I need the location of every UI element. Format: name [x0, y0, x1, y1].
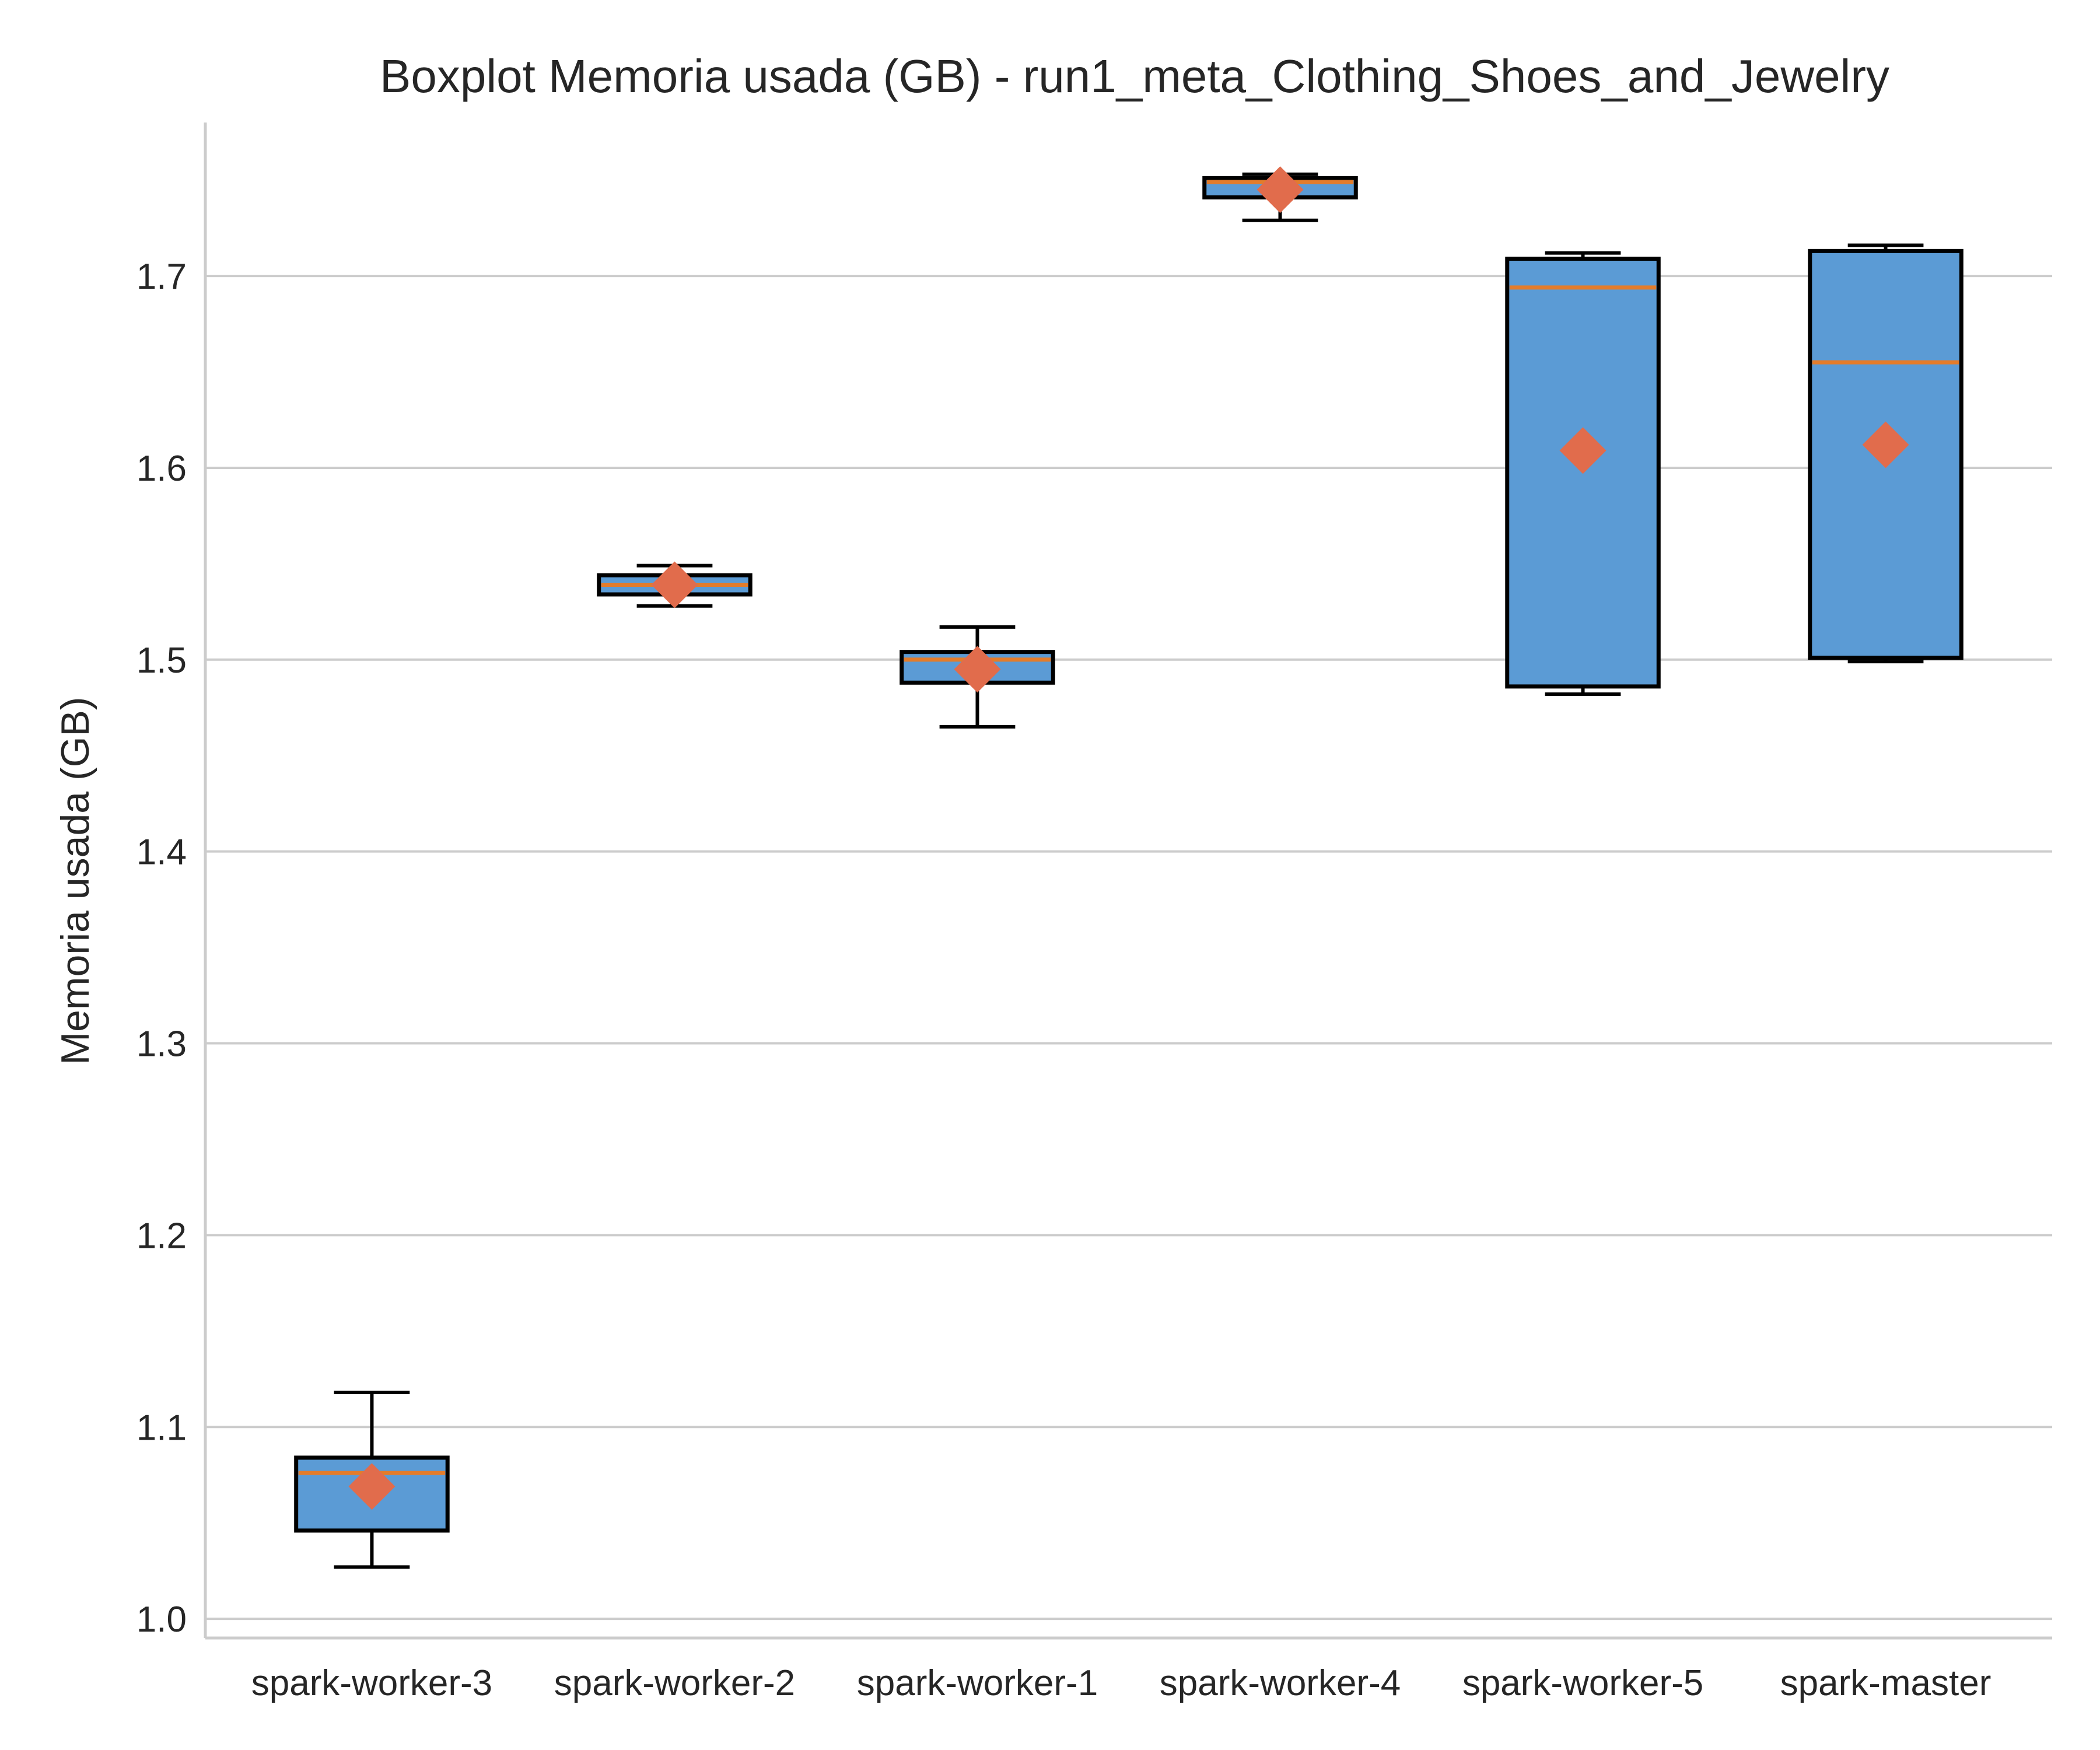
x-tick-label: spark-worker-3 — [251, 1663, 492, 1703]
mean-marker — [954, 646, 1001, 693]
x-tick-label: spark-worker-1 — [857, 1663, 1098, 1703]
box-spark-worker-2 — [597, 561, 752, 608]
mean-marker — [1559, 427, 1606, 474]
y-axis-label: Memoria usada (GB) — [53, 696, 97, 1065]
x-tick-label: spark-worker-2 — [554, 1663, 795, 1703]
mean-marker — [1862, 421, 1909, 468]
box-spark-master — [1808, 243, 1964, 664]
y-tick-label: 1.2 — [136, 1216, 187, 1256]
mean-marker — [348, 1463, 396, 1510]
box-spark-worker-4 — [1202, 166, 1358, 222]
y-tick-labels: 1.0 1.1 1.2 1.3 1.4 1.5 1.6 1.7 — [136, 257, 187, 1640]
grid-lines — [205, 275, 2052, 1620]
box-spark-worker-1 — [900, 625, 1055, 729]
mean-marker — [1256, 166, 1304, 214]
chart-title: Boxplot Memoria usada (GB) - run1_meta_C… — [380, 50, 1889, 102]
iqr-box — [1505, 256, 1661, 689]
x-tick-label: spark-worker-5 — [1462, 1663, 1703, 1703]
y-tick-label: 1.1 — [136, 1408, 187, 1448]
y-tick-label: 1.5 — [136, 640, 187, 681]
y-tick-label: 1.0 — [136, 1600, 187, 1640]
x-tick-label: spark-master — [1780, 1663, 1992, 1703]
box-spark-worker-3 — [294, 1391, 450, 1569]
y-tick-label: 1.4 — [136, 832, 187, 873]
box-series — [294, 166, 1964, 1569]
box-spark-worker-5 — [1505, 251, 1661, 696]
mean-marker — [651, 561, 698, 608]
axes — [204, 123, 2052, 1640]
x-tick-label: spark-worker-4 — [1160, 1663, 1401, 1703]
y-tick-label: 1.3 — [136, 1024, 187, 1065]
y-tick-label: 1.7 — [136, 257, 187, 297]
x-tick-labels: spark-worker-3 spark-worker-2 spark-worker… — [251, 1663, 1992, 1703]
y-tick-label: 1.6 — [136, 449, 187, 489]
